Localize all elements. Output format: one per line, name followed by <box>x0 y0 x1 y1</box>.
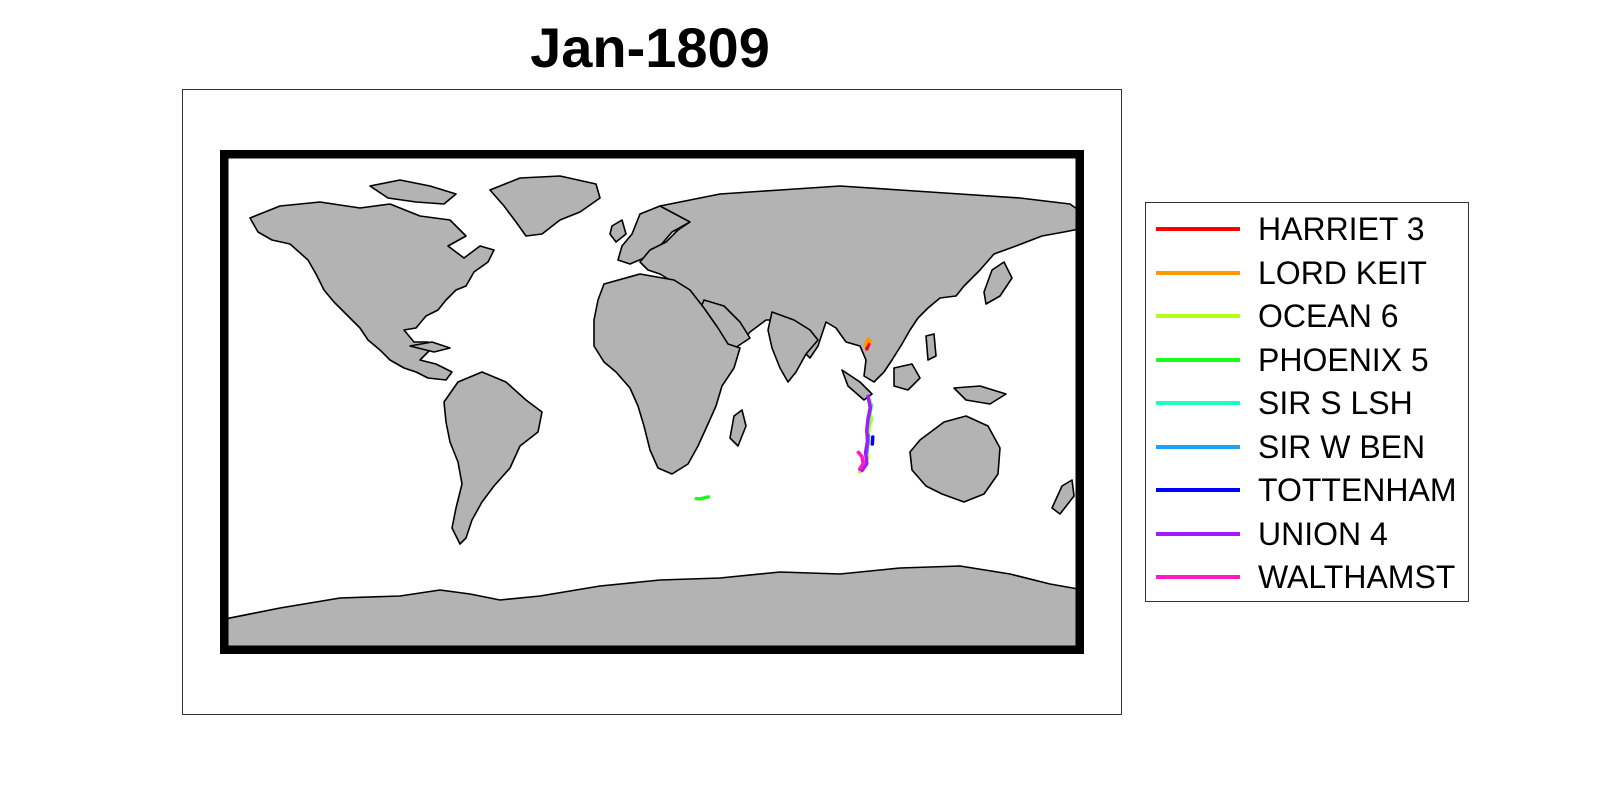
legend-label: PHOENIX 5 <box>1258 341 1429 378</box>
legend-item: LORD KEIT <box>1156 253 1466 293</box>
legend-item: WALTHAMST <box>1156 557 1466 597</box>
land-india <box>767 311 819 383</box>
legend-item: TOTTENHAM <box>1156 470 1466 510</box>
legend-item: SIR S LSH <box>1156 383 1466 423</box>
land-japan <box>983 261 1013 305</box>
legend-item: SIR W BEN <box>1156 427 1466 467</box>
legend-item: OCEAN 6 <box>1156 296 1466 336</box>
legend-label: OCEAN 6 <box>1258 298 1399 334</box>
legend-item: PHOENIX 5 <box>1156 340 1466 380</box>
land-new-guinea <box>953 385 1007 405</box>
track-harriet-3 <box>865 341 871 351</box>
legend-swatch <box>1156 270 1240 275</box>
land-layer <box>220 175 1084 654</box>
land-borneo <box>893 363 921 391</box>
legend-item: UNION 4 <box>1156 514 1466 554</box>
land-greenland <box>489 175 601 237</box>
track-phoenix-5 <box>694 495 711 501</box>
land-new-zealand <box>1051 479 1075 515</box>
land-antarctica <box>220 565 1084 654</box>
legend-swatch <box>1156 488 1240 492</box>
legend-swatch <box>1156 314 1240 318</box>
legend-label: UNION 4 <box>1258 515 1388 552</box>
legend-swatch <box>1156 444 1240 449</box>
track-union-4 <box>860 394 873 473</box>
legend-swatch <box>1156 531 1240 536</box>
land-north-america <box>249 201 495 381</box>
land-madagascar <box>729 409 747 447</box>
land-australia <box>909 415 1001 503</box>
track-lord-keit <box>863 337 873 347</box>
legend-label: TOTTENHAM <box>1258 472 1457 508</box>
legend-item: HARRIET 3 <box>1156 209 1466 249</box>
land-south-america <box>443 371 543 545</box>
land-africa <box>593 273 741 475</box>
legend-swatch <box>1156 227 1240 231</box>
legend-swatch <box>1156 357 1240 362</box>
land-britain <box>609 219 627 243</box>
world-map <box>220 150 1084 654</box>
legend-swatch <box>1156 575 1240 579</box>
legend-label: WALTHAMST <box>1258 559 1456 595</box>
land-arctic-islands <box>369 179 457 205</box>
ship-tracks <box>694 337 875 501</box>
legend-label: HARRIET 3 <box>1258 211 1425 247</box>
map-title: Jan-1809 <box>530 16 770 79</box>
legend-swatch <box>1156 401 1240 405</box>
map-frame <box>220 150 1084 654</box>
legend-label: SIR S LSH <box>1258 385 1413 421</box>
track-walthamst <box>856 450 865 471</box>
land-cuba <box>409 341 451 353</box>
axes-box <box>182 89 1122 715</box>
legend-label: LORD KEIT <box>1258 254 1427 291</box>
land-philippines <box>925 333 937 361</box>
legend-label: SIR W BEN <box>1258 428 1426 465</box>
legend: HARRIET 3 LORD KEIT OCEAN 6 PHOENIX 5 SIR S … <box>1145 202 1469 602</box>
track-tottenham <box>870 435 875 446</box>
